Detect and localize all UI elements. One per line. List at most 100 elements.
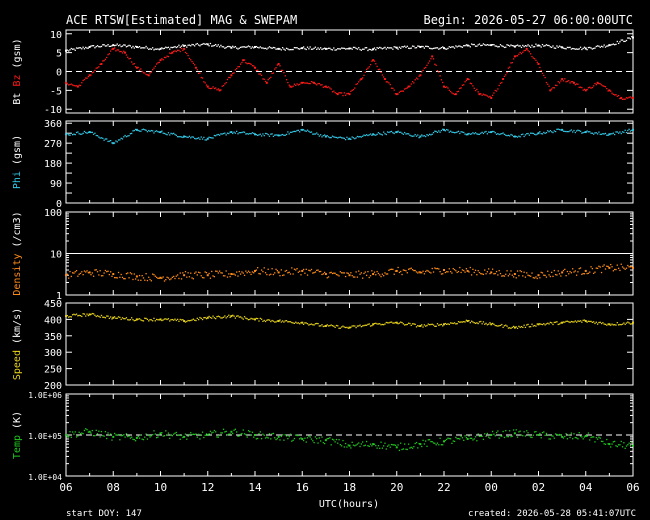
speed-series0-sample [102,316,104,318]
temp-series0-point [65,434,67,436]
mag-series1-sample [158,61,160,64]
start-doy: start DOY: 147 [66,509,142,519]
mag-series0-sample [375,49,377,51]
speed-series0-sample [218,316,221,318]
density-series0-sample [499,272,502,275]
phi-series0-sample [548,131,550,133]
mag-series1-sample [602,85,604,87]
phi-series0-sample [149,130,151,132]
phi-series0-sample [197,137,200,139]
mag-series1-point [242,59,245,62]
mag-series1-point [301,81,304,84]
phi-series0-sample [498,133,500,136]
speed-series0-point [513,326,516,329]
temp-series0-sample [407,443,410,445]
temp-series0-sample [152,433,154,436]
mag-series1-sample [511,61,513,64]
speed-series0-sample [305,322,307,324]
density-series0-sample [251,271,254,273]
speed-series0-sample [133,320,135,322]
phi-series0-sample [530,132,532,134]
density-series0-sample [439,270,441,273]
temp-series0-sample [333,439,335,441]
phi-series0-sample [337,137,339,139]
speed-series0-sample [623,322,625,324]
speed-series0-sample [362,325,364,327]
density-series0-sample [339,271,342,273]
phi-series0-sample [595,132,597,134]
phi-series0-sample [162,132,164,134]
mag-series0-sample [226,45,229,48]
phi-series0-sample [364,134,366,137]
mag-series1-sample [288,84,290,86]
mag-series0-sample [386,46,389,49]
temp-series0-sample [623,442,625,444]
mag-series0-sample [572,47,574,50]
density-series0-sample [312,272,314,274]
mag-series1-sample [623,98,625,100]
temp-series0-sample [617,444,620,446]
temp-series0-sample [268,433,271,435]
temp-series0-sample [506,435,508,438]
mag-series0-sample [602,46,604,48]
mag-series0-sample [246,46,248,48]
mag-series0-sample [594,47,596,49]
temp-series0-sample [204,434,206,436]
phi-series0-point [183,135,186,138]
temp-series0-sample [594,441,596,443]
mag-series1-sample [524,49,527,52]
mag-series0-sample [331,49,334,51]
mag-series1-sample [351,89,353,92]
speed-series0-sample [469,322,471,324]
temp-series0-sample [208,433,210,435]
density-series0-sample [299,270,301,272]
phi-series0-sample [388,131,390,134]
phi-series0-sample [541,133,544,135]
speed-series0-sample [263,319,265,322]
speed-series0-sample [495,325,498,327]
speed-series0-sample [415,326,418,328]
density-series0-sample [234,274,237,276]
mag-series0-sample [281,47,284,49]
phi-series0-sample [173,132,175,135]
speed-series0-sample [220,317,222,319]
temp-series0-sample [331,438,334,441]
mag-series0-sample [166,47,168,49]
mag-series1-point [147,74,150,77]
speed-series0-sample [591,321,594,324]
density-y-axis-label: Density (/cm3) [12,211,23,295]
density-series0-sample [266,273,268,276]
density-series0-sample [317,269,319,271]
temp-series0-sample [215,431,217,433]
mag-series0-sample [95,45,97,48]
mag-series1-sample [199,72,201,74]
density-series0-sample [564,268,566,271]
phi-series0-sample [547,130,549,132]
mag-series0-sample [85,46,87,49]
speed-series0-sample [611,323,613,325]
phi-series0-sample [602,133,604,135]
temp-series0-sample [593,436,595,438]
mag-series1-sample [276,64,279,66]
temp-series0-sample [304,437,306,439]
temp-series0-sample [205,433,208,435]
density-series0-sample [94,269,96,271]
temp-series0-sample [70,436,72,438]
density-series0-sample [444,271,447,274]
mag-series1-sample [178,49,180,52]
mag-series0-sample [169,48,171,50]
speed-series0-sample [341,326,343,328]
mag-series0-sample [279,48,281,50]
mag-series1-sample [447,87,449,89]
mag-series1-sample [205,84,208,86]
density-series0-sample [447,271,449,273]
mag-series0-sample [236,47,238,49]
speed-series0-sample [452,322,454,325]
temp-series0-sample [103,435,105,437]
mag-series1-sample [110,50,112,52]
mag-series1-sample [170,52,172,55]
mag-series0-sample [623,40,625,43]
speed-series0-sample [310,323,313,325]
mag-series0-sample [326,48,328,50]
phi-series0-sample [71,134,74,136]
